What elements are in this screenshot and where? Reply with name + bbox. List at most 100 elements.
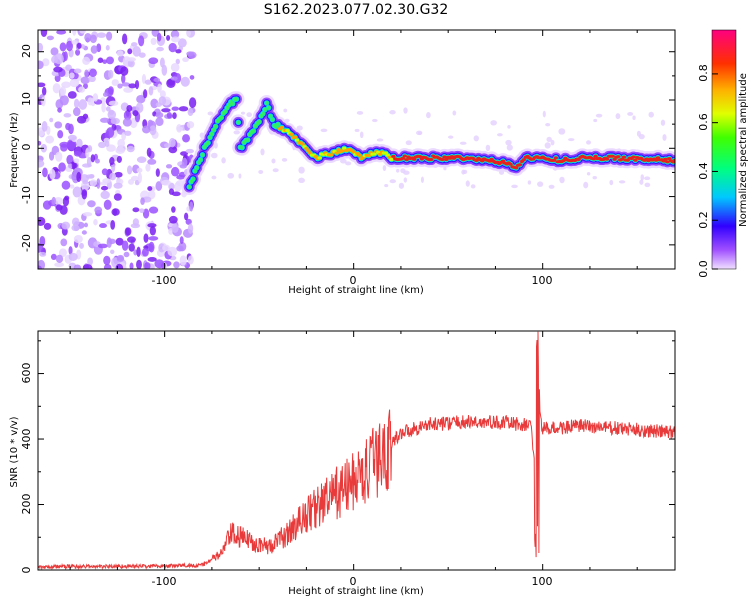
faint-spot	[527, 180, 532, 185]
faint-spot	[298, 177, 305, 184]
faint-spot	[609, 179, 614, 186]
noise-blob	[64, 195, 70, 201]
ridge-peak	[279, 125, 285, 129]
ridge-core	[219, 115, 224, 120]
faint-spot	[382, 164, 387, 171]
noise-blob	[78, 86, 86, 93]
noise-blob	[121, 74, 126, 84]
faint-spot	[384, 184, 389, 188]
noise-blob	[117, 83, 123, 89]
ridge-core	[266, 105, 271, 110]
ridge-peak	[402, 154, 407, 158]
spectrogram-content	[38, 30, 675, 269]
noise-blob	[67, 91, 77, 99]
noise-blob	[144, 79, 152, 85]
bottom-y-tick-label: 0	[20, 567, 33, 574]
noise-blob	[72, 186, 82, 198]
noise-blob	[116, 256, 125, 262]
top-y-tick-label: 0	[20, 144, 33, 151]
faint-spot	[644, 176, 651, 181]
noise-blob	[171, 36, 181, 43]
noise-blob	[166, 35, 171, 41]
noise-blob	[179, 255, 187, 266]
faint-spot	[505, 139, 512, 146]
spectrogram-frame	[37, 29, 676, 270]
noise-blob	[97, 243, 108, 249]
noise-blob	[147, 158, 157, 165]
colorbar-tick-label: 0.4	[697, 162, 710, 180]
noise-blob	[49, 168, 56, 180]
noise-blob	[116, 155, 122, 163]
noise-blob	[71, 224, 80, 232]
ridge-peak	[411, 157, 417, 161]
ridge-core	[223, 109, 228, 114]
noise-blob	[135, 102, 144, 113]
bottom-x-tick-label: 100	[532, 575, 553, 588]
noise-blob	[189, 201, 194, 212]
noise-blob	[180, 76, 190, 87]
snr-series-line	[38, 331, 675, 570]
noise-blob	[110, 117, 120, 125]
top-x-tick-label: 0	[350, 274, 357, 287]
noise-blob	[156, 46, 164, 52]
faint-spot	[595, 113, 603, 118]
faint-spot	[583, 181, 589, 189]
faint-spot	[396, 168, 400, 173]
noise-blob	[76, 171, 82, 183]
faint-spot	[340, 158, 347, 164]
noise-blob	[107, 69, 114, 79]
noise-blob	[68, 246, 73, 255]
ridge-peak	[521, 158, 526, 162]
faint-spot	[283, 108, 288, 113]
noise-blob	[127, 59, 135, 68]
noise-blob	[150, 37, 157, 45]
top-x-axis-label: Height of straight line (km)	[288, 285, 424, 296]
noise-blob	[55, 204, 63, 211]
noise-blob	[106, 56, 114, 65]
ridge-peak	[300, 142, 305, 146]
faint-spot	[648, 111, 654, 118]
ridge-peak	[351, 150, 356, 154]
ridge-core	[226, 102, 231, 107]
noise-blob	[168, 146, 178, 154]
noise-blob	[104, 140, 110, 147]
noise-blob	[84, 222, 89, 228]
ridge-core	[213, 124, 218, 129]
noise-blob	[171, 191, 181, 197]
noise-blob	[100, 185, 109, 191]
noise-blob	[132, 207, 140, 213]
noise-blob	[102, 59, 108, 64]
noise-blob	[95, 158, 100, 164]
noise-blob	[76, 138, 83, 148]
faint-spot	[359, 131, 364, 139]
faint-spot	[640, 174, 645, 181]
noise-blob	[129, 262, 134, 269]
noise-blob	[81, 230, 87, 235]
faint-spot	[238, 173, 242, 179]
ridge-peak	[514, 166, 519, 170]
noise-blob	[115, 237, 124, 246]
noise-blob	[128, 243, 135, 252]
noise-blob	[49, 117, 54, 123]
noise-blob	[106, 127, 115, 138]
ridge-core	[206, 140, 211, 145]
ridge-peak	[551, 158, 557, 162]
noise-blob	[171, 106, 180, 111]
ridge-peak	[428, 158, 434, 162]
noise-blob	[171, 166, 180, 177]
noise-blob	[113, 182, 123, 189]
ridge-peak	[391, 154, 396, 158]
ridge-peak	[400, 156, 406, 160]
faint-spot	[281, 158, 288, 162]
noise-blob	[157, 83, 162, 93]
noise-blob	[60, 143, 68, 152]
noise-blob	[65, 64, 72, 71]
noise-blob	[102, 92, 108, 97]
faint-spot	[638, 133, 645, 140]
noise-blob	[50, 47, 59, 56]
faint-spot	[211, 175, 217, 180]
noise-blob	[127, 236, 136, 243]
noise-blob	[186, 121, 195, 129]
noise-blob	[73, 107, 81, 117]
noise-blob	[61, 221, 71, 230]
